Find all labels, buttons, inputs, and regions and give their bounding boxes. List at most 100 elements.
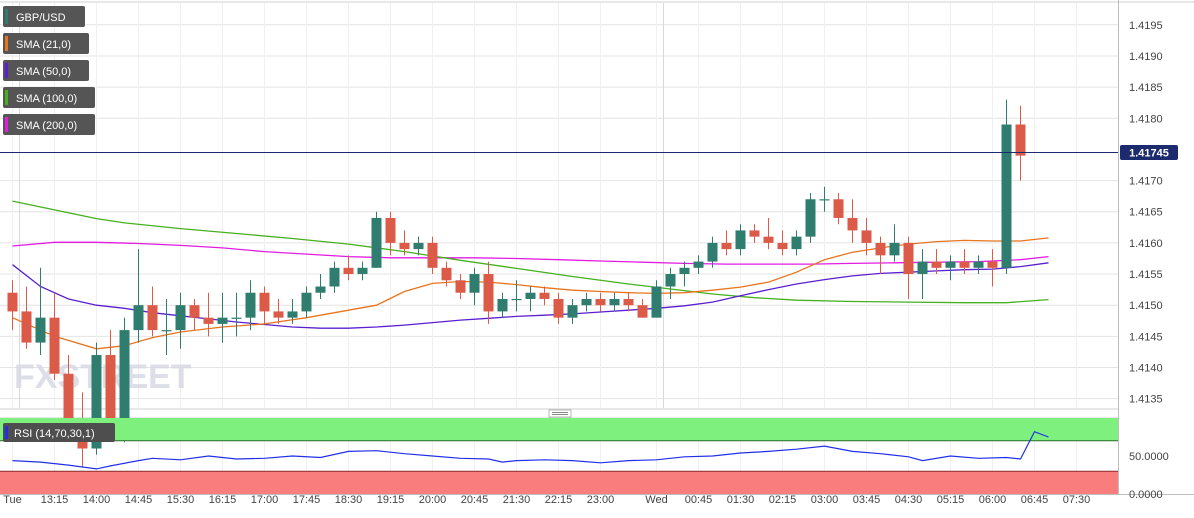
- bearish-candle: [63, 355, 74, 430]
- rsi-line: [12, 430, 1049, 470]
- bullish-candle: [609, 292, 620, 312]
- bullish-candle: [665, 267, 676, 299]
- bearish-candle: [875, 236, 886, 275]
- legend-item: SMA (100,0): [3, 87, 95, 108]
- bullish-candle: [413, 236, 424, 256]
- time-tick-label: 13:15: [41, 494, 69, 506]
- time-tick-label: 05:15: [937, 494, 965, 506]
- bullish-candle: [469, 267, 480, 306]
- bearish-candle: [455, 274, 466, 299]
- legend-swatch: [5, 36, 8, 51]
- pane-resize-handle[interactable]: [548, 409, 572, 418]
- candle-body: [385, 217, 396, 243]
- bearish-candle: [903, 236, 914, 299]
- candle-body: [791, 236, 802, 250]
- legend-label: SMA (200,0): [16, 120, 77, 132]
- legend-label: SMA (100,0): [16, 93, 77, 105]
- candle-body: [329, 267, 340, 287]
- bullish-candle: [161, 298, 172, 356]
- candle-body: [651, 286, 662, 318]
- bearish-candle: [987, 249, 998, 287]
- rsi-tick-label: 0.0000: [1129, 489, 1163, 501]
- price-tick-label: 1.4170: [1129, 176, 1163, 188]
- time-tick-label: 06:45: [1021, 494, 1049, 506]
- legend-swatch: [5, 90, 8, 105]
- bullish-candle: [497, 292, 508, 318]
- bearish-candle: [483, 261, 494, 324]
- bullish-candle: [973, 255, 984, 275]
- candle-body: [567, 305, 578, 318]
- rsi-oversold-zone: [0, 471, 1118, 494]
- candle-body: [721, 242, 732, 250]
- bearish-candle: [637, 298, 648, 318]
- sma-200-line: [12, 241, 1049, 265]
- legend-chip: [3, 60, 89, 81]
- time-tick-label: 06:00: [979, 494, 1007, 506]
- legend-label: GBP/USD: [16, 12, 66, 24]
- bullish-candle: [1001, 99, 1012, 275]
- bearish-candle: [147, 286, 158, 337]
- candle-body: [119, 330, 130, 424]
- candles: [7, 99, 1026, 468]
- candle-body: [7, 292, 18, 312]
- legend-item: SMA (50,0): [3, 60, 89, 81]
- bullish-candle: [693, 255, 704, 275]
- bullish-candle: [35, 267, 46, 356]
- bearish-candle: [49, 292, 60, 380]
- bullish-candle: [735, 224, 746, 256]
- legend-chip: [3, 87, 95, 108]
- bullish-candle: [679, 261, 690, 287]
- price-tick-label: 1.4165: [1129, 207, 1163, 219]
- candle-body: [553, 298, 564, 318]
- bullish-candle: [651, 280, 662, 318]
- candle-body: [413, 242, 424, 250]
- time-tick-label: 03:45: [853, 494, 881, 506]
- candle-body: [231, 317, 242, 319]
- time-tick-label: 02:15: [769, 494, 797, 506]
- bearish-candle: [539, 286, 550, 306]
- candle-body: [805, 199, 816, 237]
- bearish-candle: [7, 280, 18, 331]
- rsi-label-text: RSI (14,70,30,1): [14, 428, 95, 440]
- bearish-candle: [399, 230, 410, 256]
- bullish-candle: [371, 211, 382, 268]
- bullish-candle: [245, 280, 256, 331]
- bearish-candle: [259, 286, 270, 324]
- candle-body: [623, 298, 634, 306]
- candle-body: [525, 292, 536, 299]
- candle-body: [539, 292, 550, 299]
- candle-body: [427, 242, 438, 268]
- candle-body: [273, 311, 284, 318]
- candle-body: [931, 261, 942, 268]
- rsi-pane: RSI (14,70,30,1): [0, 418, 1118, 494]
- candle-body: [399, 242, 410, 250]
- candle-body: [973, 261, 984, 268]
- last-price-badge: 1.41745: [1120, 145, 1178, 161]
- legend-chip: [3, 114, 95, 135]
- time-tick-label: 01:30: [727, 494, 755, 506]
- candle-body: [707, 242, 718, 262]
- time-tick-label: 17:45: [293, 494, 321, 506]
- candle-body: [637, 305, 648, 318]
- time-tick-label: 21:30: [503, 494, 531, 506]
- bullish-candle: [511, 280, 522, 312]
- price-tick-label: 1.4180: [1129, 113, 1163, 125]
- rsi-label-swatch: [5, 426, 8, 439]
- candle-body: [147, 305, 158, 331]
- candle-body: [945, 261, 956, 268]
- time-tick-label: 00:45: [685, 494, 713, 506]
- bullish-candle: [301, 286, 312, 318]
- legend-item: SMA (200,0): [3, 114, 95, 135]
- legend-item: SMA (21,0): [3, 33, 89, 54]
- bearish-candle: [385, 211, 396, 256]
- price-tick-label: 1.4195: [1129, 20, 1163, 32]
- price-tick-label: 1.4185: [1129, 82, 1163, 94]
- candle-body: [189, 305, 200, 318]
- bullish-candle: [315, 274, 326, 299]
- bullish-candle: [945, 255, 956, 281]
- candle-body: [693, 261, 704, 268]
- bearish-candle: [595, 292, 606, 312]
- bullish-candle: [581, 292, 592, 312]
- candle-body: [259, 292, 270, 312]
